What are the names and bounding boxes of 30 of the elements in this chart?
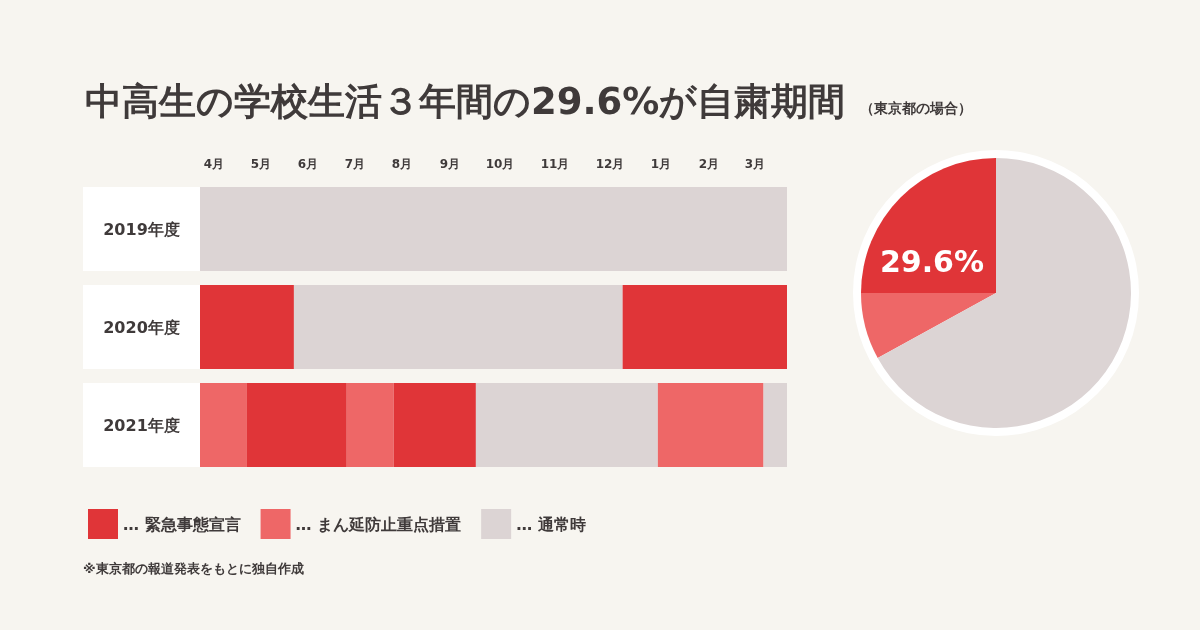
text: 1月 [650, 157, 672, 171]
chart-subtitle: （東京都の場合） [860, 100, 972, 116]
bar [622, 285, 787, 369]
legend-label: … 通常時 [516, 514, 586, 534]
text: 6月 [297, 157, 319, 171]
bar [393, 383, 476, 467]
text: 12月 [595, 157, 625, 171]
text: 29.6% [879, 243, 985, 279]
y-tick-label: 2021年度 [103, 415, 180, 435]
text: 5月 [250, 157, 272, 171]
y-tick-label: 2020年度 [103, 317, 180, 337]
text: 7月 [344, 157, 366, 171]
bar [346, 383, 394, 467]
text: 4月 [203, 157, 225, 171]
text: 3月 [744, 157, 766, 171]
chart-title: 中高生の学校生活３年間の29.6%が自粛期間 [85, 80, 846, 123]
text: 2月 [698, 157, 720, 171]
text: 10月 [485, 157, 515, 171]
bar [657, 383, 764, 467]
bar [293, 285, 623, 369]
bar [763, 383, 787, 467]
y-tick-label: 2019年度 [103, 219, 180, 239]
legend-label: … 緊急事態宣言 [123, 514, 241, 534]
bar [475, 383, 658, 467]
bar [246, 383, 347, 467]
text: 8月 [391, 157, 413, 171]
text: 9月 [439, 157, 461, 171]
text: ※東京都の報道発表をもとに独自作成 [83, 561, 304, 576]
text: 11月 [540, 157, 570, 171]
legend-label: … まん延防止重点措置 [295, 514, 462, 534]
